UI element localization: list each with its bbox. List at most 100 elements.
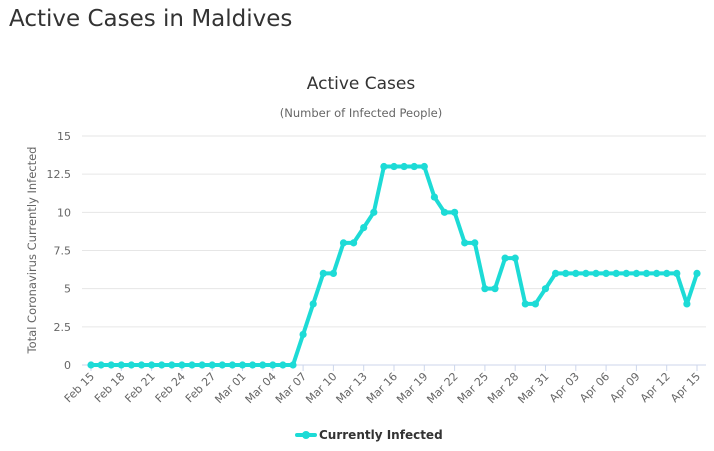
data-point[interactable] (259, 361, 267, 369)
data-point[interactable] (531, 300, 540, 308)
data-point[interactable] (350, 239, 358, 247)
gridlines (82, 135, 706, 328)
data-point[interactable] (673, 269, 681, 277)
data-point[interactable] (269, 361, 277, 369)
data-point[interactable] (562, 269, 570, 277)
data-point[interactable] (137, 361, 146, 369)
data-point[interactable] (552, 269, 560, 277)
data-point[interactable] (471, 239, 479, 247)
data-point[interactable] (602, 269, 610, 277)
series-currently-infected[interactable] (87, 162, 701, 369)
data-point[interactable] (653, 269, 661, 277)
x-tick-label: Apr 12 (638, 370, 673, 405)
data-point[interactable] (360, 224, 368, 232)
y-tick-label: 12.5 (47, 168, 72, 181)
data-point[interactable] (683, 300, 691, 308)
x-tick-label: Mar 25 (455, 370, 491, 406)
x-tick-label: Apr 03 (547, 370, 582, 405)
data-point[interactable] (107, 361, 115, 369)
data-point[interactable] (249, 361, 257, 369)
data-point[interactable] (188, 361, 196, 369)
data-point[interactable] (380, 162, 388, 171)
data-point[interactable] (370, 208, 378, 216)
data-point[interactable] (592, 269, 600, 277)
data-point[interactable] (430, 193, 438, 201)
data-point[interactable] (87, 361, 95, 369)
data-point[interactable] (127, 361, 135, 369)
x-tick-label: Mar 28 (485, 370, 521, 406)
x-tick-label: Apr 15 (668, 370, 703, 405)
y-tick-label: 2.5 (54, 321, 72, 334)
x-tick-label: Mar 04 (243, 370, 279, 406)
data-point[interactable] (279, 361, 287, 369)
page-heading: Active Cases in Maldives (9, 6, 293, 32)
x-tick-label: Mar 13 (334, 370, 370, 406)
y-tick-label: 0 (64, 359, 71, 372)
chart-subtitle: (Number of Infected People) (280, 106, 442, 120)
y-tick-label: 7.5 (54, 245, 72, 258)
data-point[interactable] (168, 361, 176, 369)
data-point[interactable] (289, 361, 297, 369)
data-point[interactable] (632, 269, 641, 277)
x-tick-label: Mar 07 (273, 370, 309, 406)
x-tick-label: Feb 27 (183, 370, 218, 405)
data-point[interactable] (572, 269, 580, 277)
data-point[interactable] (440, 208, 449, 216)
x-tick-label: Mar 10 (303, 370, 339, 406)
data-point[interactable] (218, 361, 226, 369)
data-point[interactable] (390, 162, 398, 171)
y-axis-title: Total Coronavirus Currently Infected (25, 147, 39, 355)
data-point[interactable] (309, 300, 317, 308)
data-point[interactable] (501, 254, 509, 262)
data-point[interactable] (693, 269, 701, 277)
data-point[interactable] (451, 208, 459, 216)
data-point[interactable] (491, 285, 499, 293)
data-point[interactable] (511, 254, 519, 262)
legend-symbol-marker (302, 431, 310, 439)
data-point[interactable] (299, 330, 307, 339)
x-tick-label: Mar 01 (212, 370, 248, 406)
x-tick-label: Mar 22 (424, 370, 460, 406)
data-point[interactable] (148, 361, 156, 369)
y-tick-label: 15 (57, 130, 71, 143)
data-point[interactable] (228, 361, 236, 369)
x-tick-label: Mar 31 (515, 370, 551, 406)
x-tick-label: Mar 16 (364, 370, 400, 406)
data-point[interactable] (642, 269, 651, 277)
y-axis-ticks: 0 2.5 5 7.5 10 12.5 15 (47, 130, 72, 372)
data-point[interactable] (521, 300, 529, 308)
data-point[interactable] (158, 361, 166, 369)
data-point[interactable] (319, 269, 327, 277)
data-point[interactable] (329, 269, 337, 277)
data-point[interactable] (582, 269, 590, 277)
legend[interactable]: Currently Infected (295, 428, 443, 442)
data-point[interactable] (541, 285, 550, 293)
data-point[interactable] (178, 361, 186, 369)
y-tick-label: 5 (64, 283, 71, 296)
data-point[interactable] (461, 239, 469, 247)
data-point[interactable] (410, 162, 418, 171)
data-point[interactable] (622, 269, 630, 277)
data-point[interactable] (339, 239, 348, 247)
data-point[interactable] (198, 361, 206, 369)
data-point[interactable] (208, 361, 216, 369)
chart-title: Active Cases (307, 74, 416, 94)
data-point[interactable] (117, 361, 125, 369)
x-tick-label: Feb 18 (92, 370, 127, 405)
x-tick-label: Apr 06 (577, 370, 612, 405)
data-point[interactable] (238, 361, 247, 369)
x-tick-label: Feb 15 (62, 370, 97, 405)
x-tick-label: Apr 09 (607, 370, 642, 405)
data-point[interactable] (612, 269, 620, 277)
x-tick-label: Feb 24 (153, 370, 188, 405)
data-point[interactable] (420, 162, 428, 171)
series-line (89, 164, 699, 367)
data-point[interactable] (400, 162, 408, 171)
data-point[interactable] (663, 269, 671, 277)
y-tick-label: 10 (57, 206, 71, 219)
legend-label[interactable]: Currently Infected (319, 428, 443, 442)
data-point[interactable] (481, 285, 489, 293)
data-point[interactable] (97, 361, 105, 369)
